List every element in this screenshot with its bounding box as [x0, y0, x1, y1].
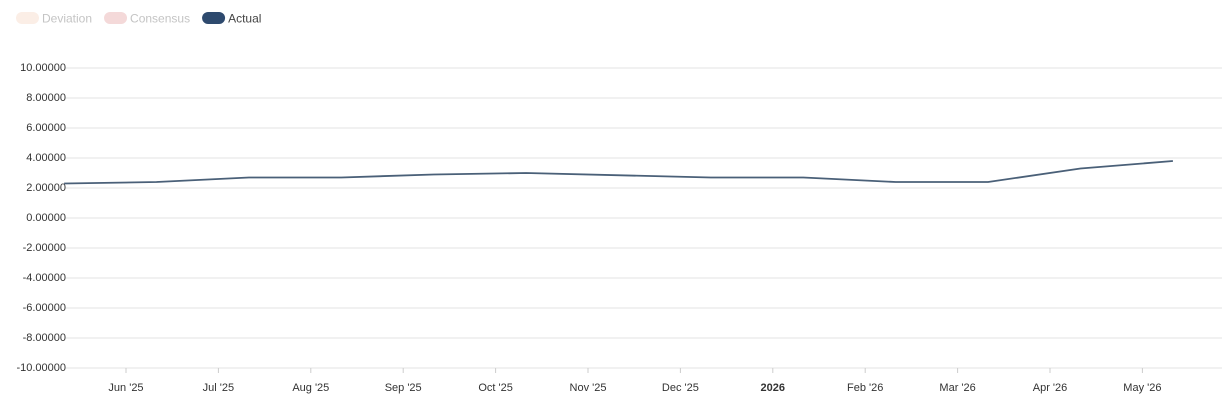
x-tick-label: Jul '25 [203, 382, 234, 394]
x-tick-label: Oct '25 [478, 382, 513, 394]
y-tick-label: -8.00000 [23, 332, 66, 344]
x-tick-label: Mar '26 [939, 382, 975, 394]
y-tick-label: -10.00000 [16, 362, 66, 374]
y-tick-label: 6.00000 [26, 122, 66, 134]
y-tick-label: 8.00000 [26, 92, 66, 104]
legend-label[interactable]: Consensus [130, 12, 190, 26]
x-tick-label: May '26 [1123, 382, 1161, 394]
legend-swatch[interactable] [202, 12, 226, 24]
x-tick-label: Feb '26 [847, 382, 883, 394]
legend-swatch[interactable] [104, 12, 128, 24]
x-tick-label: Nov '25 [570, 382, 607, 394]
data-line [64, 160, 1173, 185]
y-tick-label: 0.00000 [26, 212, 66, 224]
y-tick-label: -6.00000 [23, 302, 66, 314]
legend-swatch[interactable] [16, 12, 39, 24]
x-tick-label: 2026 [761, 382, 785, 394]
x-tick-label: Jun '25 [108, 382, 143, 394]
legend-label[interactable]: Deviation [42, 12, 92, 26]
y-tick-label: -2.00000 [23, 242, 66, 254]
x-tick-label: Sep '25 [385, 382, 422, 394]
x-tick-label: Aug '25 [292, 382, 329, 394]
x-tick-label: Dec '25 [662, 382, 699, 394]
y-tick-label: 10.00000 [20, 62, 66, 74]
legend-label[interactable]: Actual [228, 12, 261, 26]
y-tick-label: -4.00000 [23, 272, 66, 284]
y-tick-label: 2.00000 [26, 182, 66, 194]
x-tick-label: Apr '26 [1033, 382, 1068, 394]
y-tick-label: 4.00000 [26, 152, 66, 164]
